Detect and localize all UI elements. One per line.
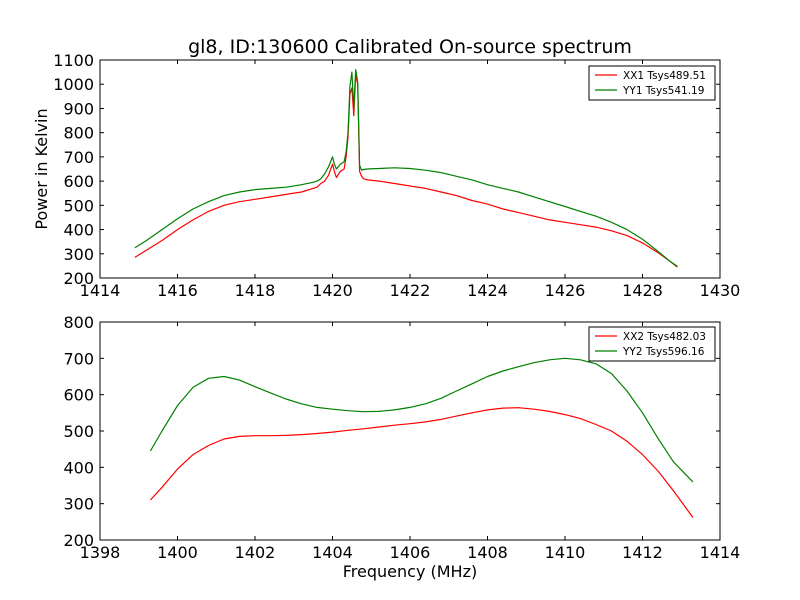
y-tick-label: 900: [63, 99, 94, 118]
y-tick-label: 600: [63, 172, 94, 191]
x-tick-label: 1430: [700, 281, 741, 300]
chart-bottom-series-group: [149, 357, 694, 518]
y-tick-label: 200: [63, 269, 94, 288]
x-tick-label: 1424: [467, 281, 508, 300]
y-tick-label: 300: [63, 245, 94, 264]
x-tick-label: 1428: [622, 281, 663, 300]
legend-entry-2: YY2 Tsys596.16: [622, 346, 705, 358]
y-tick-label: 400: [63, 221, 94, 240]
y-tick-label: 1100: [53, 51, 94, 70]
y-tick-label: 1000: [53, 75, 94, 94]
x-tick-label: 1398: [80, 543, 121, 562]
chart-bottom: Frequency (MHz) 1398 1400 1402 1404 1406 1408…: [63, 313, 740, 581]
x-tick-label: 1426: [545, 281, 586, 300]
chart-bottom-ticks: 1398 1400 1402 1404 1406 1408 1410 1412 1414 200 3…: [63, 313, 740, 562]
y-tick-label: 700: [63, 349, 94, 368]
chart-top-series-group: [134, 69, 678, 268]
y-tick-label: 500: [63, 196, 94, 215]
x-tick-label: 1408: [467, 543, 508, 562]
x-tick-label: 1410: [545, 543, 586, 562]
x-tick-label: 1416: [157, 281, 198, 300]
y-tick-label: 300: [63, 495, 94, 514]
chart-top-title: gl8, ID:130600 Calibrated On-source spec…: [188, 36, 632, 58]
y-tick-label: 800: [63, 124, 94, 143]
x-tick-label: 1402: [235, 543, 276, 562]
chart-bottom-legend: XX2 Tsys482.03 YY2 Tsys596.16: [588, 326, 716, 362]
chart-top: gl8, ID:130600 Calibrated On-source spec…: [32, 36, 740, 300]
chart-top-ylabel: Power in Kelvin: [32, 108, 51, 229]
y-tick-label: 500: [63, 422, 94, 441]
series-line-2: [134, 69, 678, 267]
chart-top-ticks: 1414 1416 1418 1420 1422 1424 1426 1428 1430 200 3…: [53, 51, 740, 300]
x-tick-label: 1414: [80, 281, 121, 300]
x-tick-label: 1418: [235, 281, 276, 300]
x-tick-label: 1406: [390, 543, 431, 562]
legend-box: [588, 65, 716, 101]
y-tick-label: 800: [63, 313, 94, 332]
x-tick-label: 1420: [312, 281, 353, 300]
chart-top-legend: XX1 Tsys489.51 YY1 Tsys541.19: [588, 65, 716, 101]
x-tick-label: 1412: [622, 543, 663, 562]
y-tick-label: 700: [63, 148, 94, 167]
legend-box: [588, 326, 716, 362]
x-tick-label: 1422: [390, 281, 431, 300]
series-line-1: [149, 407, 694, 518]
y-tick-label: 400: [63, 458, 94, 477]
x-tick-label: 1400: [157, 543, 198, 562]
legend-entry-1: XX2 Tsys482.03: [623, 331, 706, 343]
legend-entry-2: YY1 Tsys541.19: [622, 85, 704, 97]
chart-bottom-xlabel: Frequency (MHz): [343, 562, 477, 581]
y-tick-label: 600: [63, 386, 94, 405]
y-tick-label: 200: [63, 531, 94, 550]
series-line-2: [149, 357, 694, 483]
x-tick-label: 1414: [700, 543, 741, 562]
x-tick-label: 1404: [312, 543, 353, 562]
legend-entry-1: XX1 Tsys489.51: [623, 70, 706, 82]
